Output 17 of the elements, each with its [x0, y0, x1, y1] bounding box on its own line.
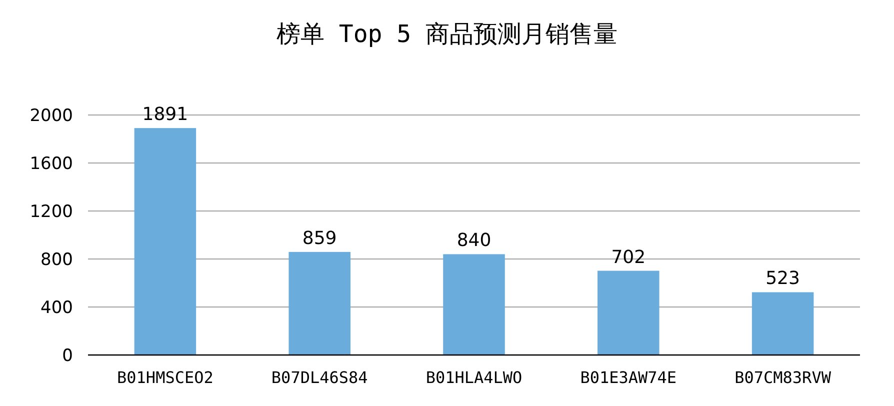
y-tick-label: 800 [40, 250, 73, 270]
data-label: 702 [611, 246, 646, 268]
x-tick-label: B01HLA4LWO [426, 368, 522, 387]
y-tick-label: 400 [40, 298, 73, 318]
y-tick-label: 0 [62, 346, 73, 366]
data-label: 1891 [142, 104, 188, 126]
y-tick-label: 2000 [30, 106, 73, 126]
data-label: 523 [766, 268, 800, 290]
y-tick-label: 1200 [30, 202, 73, 222]
x-tick-label: B01E3AW74E [580, 368, 677, 387]
x-tick-label: B07CM83RVW [734, 368, 832, 387]
x-tick-label: B07DL46S84 [271, 368, 368, 387]
title: 榜单 Top 5 商品预测月销售量 [276, 20, 618, 48]
data-label: 840 [456, 230, 492, 252]
y-tick-label: 1600 [30, 154, 73, 174]
x-tick-label: B01HMSCEO2 [117, 368, 214, 387]
data-label: 859 [302, 228, 337, 249]
